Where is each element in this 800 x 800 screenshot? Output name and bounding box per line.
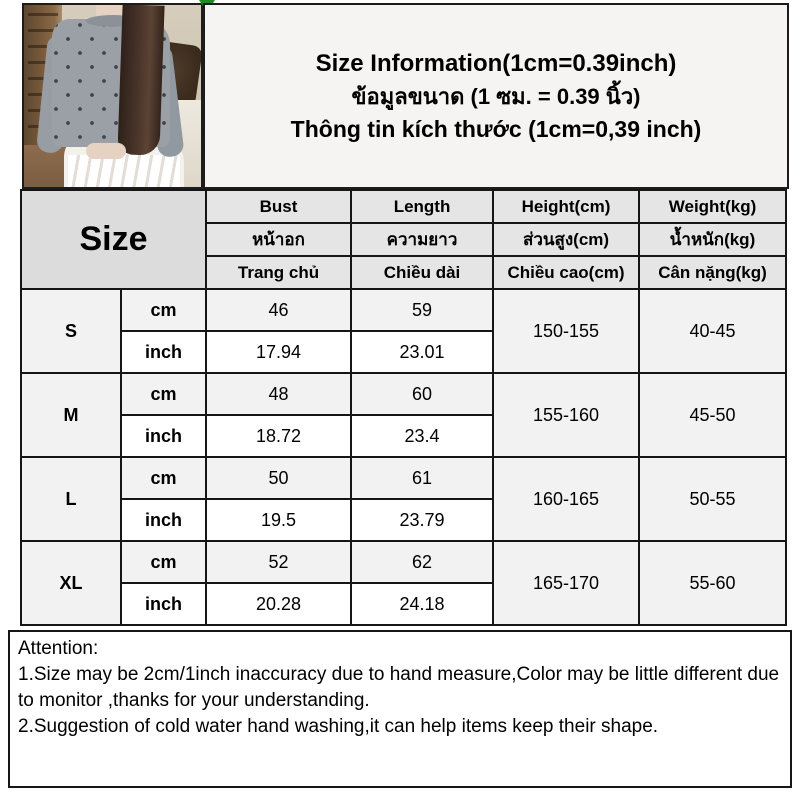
header-height-vi: Chiều cao(cm) <box>492 255 641 290</box>
l-length-cm: 61 <box>350 456 495 500</box>
s-height-range: 150-155 <box>492 288 641 374</box>
l-bust-inch: 19.5 <box>205 498 353 542</box>
header-bust-th: หน้าอก <box>205 222 353 257</box>
size-table: Size Bust Length Height(cm) Weight(kg) ห… <box>19 189 788 626</box>
header-length-th: ความยาว <box>350 222 495 257</box>
l-weight-range: 50-55 <box>638 456 788 542</box>
unit-cm: cm <box>119 288 208 332</box>
unit-inch: inch <box>119 498 208 542</box>
l-height-range: 160-165 <box>492 456 641 542</box>
header-row-english: Size Bust Length Height(cm) Weight(kg) <box>19 189 788 290</box>
title-english: Size Information(1cm=0.39inch) <box>315 49 677 77</box>
l-length-inch: 23.79 <box>350 498 495 542</box>
unit-inch: inch <box>119 582 208 626</box>
m-weight-range: 45-50 <box>638 372 788 458</box>
size-label-xl: XL <box>20 540 122 626</box>
header-weight-en: Weight(kg) <box>638 189 788 224</box>
model-long-hair <box>117 5 165 156</box>
header-bust-en: Bust <box>205 189 353 224</box>
header-bust-vi: Trang chủ <box>205 255 353 290</box>
l-bust-cm: 50 <box>205 456 353 500</box>
model-skirt-ruffles <box>68 155 180 187</box>
s-length-cm: 59 <box>350 288 495 332</box>
unit-cm: cm <box>119 456 208 500</box>
size-label-m: M <box>20 372 122 458</box>
header-length-vi: Chiều dài <box>350 255 495 290</box>
xl-bust-cm: 52 <box>205 540 353 584</box>
attention-heading: Attention: <box>18 638 99 659</box>
title-vietnamese: Thông tin kích thước (1cm=0,39 inch) <box>290 115 702 142</box>
table-row-l-cm: L cm 50 61 160-165 50-55 <box>20 456 788 542</box>
m-length-inch: 23.4 <box>350 414 495 458</box>
attention-notes-box: Attention: 1.Size may be 2cm/1inch inacc… <box>8 630 792 788</box>
header-row-thai: หน้าอก ความยาว ส่วนสูง(cm) น้ำหนัก(kg) <box>21 222 788 257</box>
size-label-l: L <box>20 456 122 542</box>
m-bust-inch: 18.72 <box>205 414 353 458</box>
table-row-m-inch: inch 18.72 23.4 <box>21 414 786 458</box>
xl-bust-inch: 20.28 <box>205 582 353 626</box>
unit-inch: inch <box>119 330 208 374</box>
attention-note-2: 2.Suggestion of cold water hand washing,… <box>18 716 659 737</box>
table-row-xl-cm: XL cm 52 62 165-170 55-60 <box>20 540 788 626</box>
xl-length-cm: 62 <box>350 540 495 584</box>
s-bust-cm: 46 <box>205 288 353 332</box>
table-row-s-cm: S cm 46 59 150-155 40-45 <box>20 288 788 374</box>
m-length-cm: 60 <box>350 372 495 416</box>
product-photo <box>22 3 203 189</box>
table-row-s-inch: inch 17.94 23.01 <box>21 330 786 374</box>
s-weight-range: 40-45 <box>638 288 788 374</box>
header-row-vietnamese: Trang chủ Chiều dài Chiều cao(cm) Cân nặ… <box>21 255 788 290</box>
unit-inch: inch <box>119 414 208 458</box>
xl-weight-range: 55-60 <box>638 540 788 626</box>
title-thai: ข้อมูลขนาด (1 ซม. = 0.39 นิ้ว) <box>351 83 641 109</box>
header-height-en: Height(cm) <box>492 189 641 224</box>
size-label-s: S <box>20 288 122 374</box>
xl-height-range: 165-170 <box>492 540 641 626</box>
table-row-xl-inch: inch 20.28 24.18 <box>21 582 786 626</box>
header-height-th: ส่วนสูง(cm) <box>492 222 641 257</box>
s-bust-inch: 17.94 <box>205 330 353 374</box>
table-row-m-cm: M cm 48 60 155-160 45-50 <box>20 372 788 458</box>
m-bust-cm: 48 <box>205 372 353 416</box>
unit-cm: cm <box>119 540 208 584</box>
xl-length-inch: 24.18 <box>350 582 495 626</box>
header-weight-vi: Cân nặng(kg) <box>638 255 788 290</box>
s-length-inch: 23.01 <box>350 330 495 374</box>
model-hands <box>86 143 126 159</box>
header-length-en: Length <box>350 189 495 224</box>
size-column-header: Size <box>19 189 208 290</box>
table-row-l-inch: inch 19.5 23.79 <box>21 498 786 542</box>
unit-cm: cm <box>119 372 208 416</box>
header-weight-th: น้ำหนัก(kg) <box>638 222 788 257</box>
attention-note-1: 1.Size may be 2cm/1inch inaccuracy due t… <box>18 664 780 711</box>
size-information-title-box: Size Information(1cm=0.39inch) ข้อมูลขนา… <box>203 3 789 189</box>
m-height-range: 155-160 <box>492 372 641 458</box>
